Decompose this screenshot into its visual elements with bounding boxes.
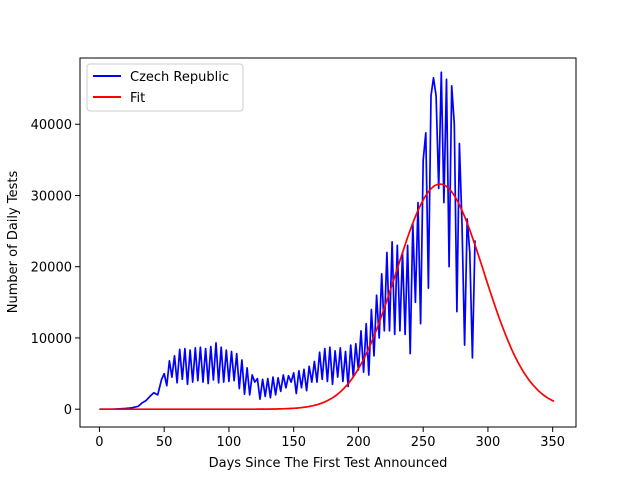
x-tick-label: 350: [540, 435, 565, 450]
y-axis-label: Number of Daily Tests: [6, 171, 21, 314]
x-tick-label: 250: [411, 435, 436, 450]
plot-frame: [79, 57, 577, 428]
x-tick-label: 200: [346, 435, 371, 450]
y-axis: 0 10000 20000 30000 40000: [31, 118, 80, 418]
x-axis-label: Days Since The First Test Announced: [209, 456, 448, 471]
series-line-1: [99, 183, 555, 411]
x-tick-label: 50: [156, 435, 173, 450]
series-line-0: [99, 71, 476, 411]
x-axis: 0 50 100 150 200 250 300 350: [95, 427, 565, 450]
y-tick-label: 10000: [31, 332, 72, 347]
legend-label-fit: Fit: [130, 91, 145, 106]
x-tick-label: 300: [476, 435, 501, 450]
y-tick-label: 0: [64, 403, 72, 418]
y-tick-label: 40000: [31, 118, 72, 133]
x-tick-label: 150: [281, 435, 306, 450]
legend-box: [86, 63, 244, 112]
legend: Czech Republic Fit: [86, 63, 244, 112]
y-tick-label: 20000: [31, 261, 72, 276]
legend-label-czech-republic: Czech Republic: [130, 70, 229, 85]
series-layer: [99, 71, 555, 411]
y-tick-label: 30000: [31, 189, 72, 204]
x-tick-label: 100: [217, 435, 242, 450]
x-tick-label: 0: [95, 435, 103, 450]
